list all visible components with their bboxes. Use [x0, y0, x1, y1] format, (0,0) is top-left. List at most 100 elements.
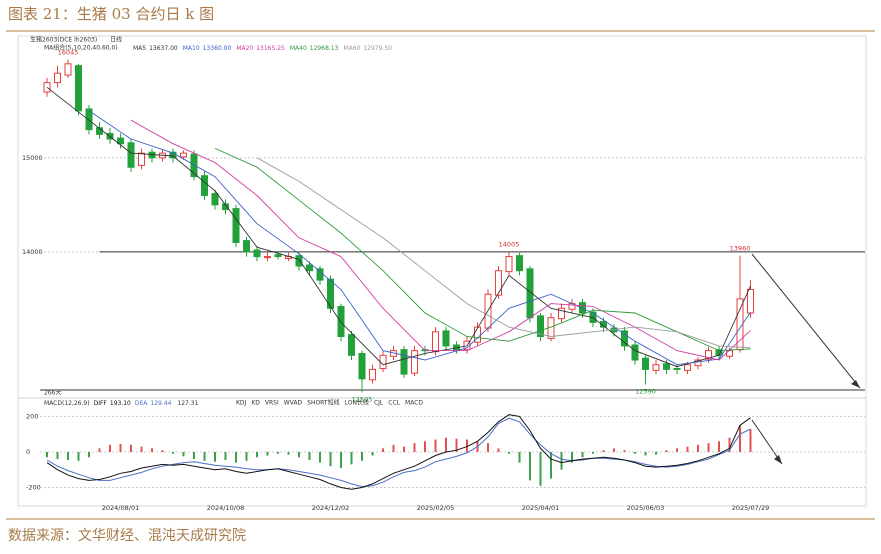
macd-bar	[319, 451, 321, 463]
candle-body	[726, 350, 733, 357]
macd-bar	[109, 444, 111, 452]
macd-bar	[571, 451, 573, 463]
x-tick-label: 2025/07/29	[732, 504, 769, 512]
candle-body	[684, 364, 691, 371]
x-tick-label: 2025/04/01	[522, 504, 559, 512]
symbol: 生猪2603(DCE lh2603)	[30, 36, 97, 44]
macd-value: 127.31	[177, 400, 198, 407]
indicator-tab: KDJ	[236, 400, 247, 407]
candle-body	[673, 367, 681, 370]
candle-body	[201, 175, 208, 196]
macd-bar	[445, 437, 447, 452]
annotation: 12590	[635, 387, 656, 395]
legend-entry: MA5 13637.00	[133, 45, 178, 52]
macd-bar	[728, 437, 731, 452]
candle-body	[442, 330, 450, 347]
arrow-head	[851, 380, 860, 388]
macd-bar	[140, 446, 143, 452]
candle-body	[348, 334, 355, 356]
macd-bar	[266, 451, 269, 456]
x-tick-label: 2024/12/02	[312, 504, 349, 512]
macd-bar	[739, 425, 741, 452]
candle-body	[222, 203, 229, 211]
ma-line	[46, 86, 751, 368]
period: 日线	[110, 36, 122, 44]
macd-bar	[634, 451, 636, 454]
candle-body	[400, 349, 408, 375]
macd-bar	[67, 451, 69, 460]
macd-bar	[581, 451, 584, 458]
legend-name: MA40	[290, 45, 307, 52]
ma-line	[214, 147, 751, 352]
macd-bar	[224, 451, 227, 460]
legend-name: MA20	[236, 45, 253, 52]
macd-bar	[497, 448, 500, 452]
ma-line	[88, 110, 751, 366]
macd-bar	[487, 443, 489, 452]
macd-bar	[529, 451, 531, 481]
candle-body	[642, 357, 649, 370]
legend-value: 13360.00	[203, 45, 232, 52]
candle-body	[274, 254, 282, 258]
macd-bar	[287, 451, 290, 455]
macd-bar	[676, 448, 678, 452]
indicator-tab: VRSI	[265, 400, 279, 407]
diff-name: DIFF	[94, 400, 108, 407]
candle-body	[369, 368, 376, 381]
candle-body	[264, 256, 271, 259]
macd-bar	[749, 429, 752, 452]
macd-bar	[613, 448, 615, 452]
macd-bar	[193, 451, 195, 460]
ma-legend-title: MA组合(5,10,20,40,60,0)	[44, 44, 118, 52]
legend-entry: MA20 13165.25	[236, 45, 285, 52]
candle-body	[516, 255, 523, 272]
x-tick-label: 2024/10/08	[207, 504, 244, 512]
y-tick-label: 0	[26, 448, 30, 456]
candle-body	[505, 256, 513, 273]
candle-body	[306, 264, 313, 272]
annotation: 16045	[58, 49, 79, 57]
candle-body	[253, 249, 261, 258]
candle-body	[232, 208, 240, 243]
annotation: 14005	[499, 240, 520, 248]
macd-bar	[350, 451, 353, 465]
macd-bar	[361, 451, 363, 461]
macd-bar	[245, 451, 248, 461]
macd-bar	[508, 451, 510, 454]
macd-bar	[392, 444, 395, 452]
macd-bar	[46, 451, 48, 458]
candle-body	[337, 305, 345, 338]
diff-line	[46, 414, 751, 490]
macd-bar	[697, 444, 699, 452]
macd-bar	[340, 451, 342, 468]
indicator-tab: LON长线	[345, 399, 369, 407]
annotation: 12505	[352, 395, 373, 403]
macd-bar	[172, 451, 174, 454]
candle-body	[495, 270, 502, 296]
legend-value: 12979.50	[363, 45, 392, 52]
macd-bar	[434, 439, 437, 452]
candle-body	[327, 278, 334, 309]
legend-entry: MA10 13360.00	[183, 45, 232, 52]
macd-bar	[56, 451, 59, 460]
legend-name: MA60	[343, 45, 360, 52]
macd-title: MACD(12,26,9)	[44, 400, 90, 407]
candle-body	[652, 364, 660, 371]
macd-bar	[371, 451, 374, 456]
macd-bar	[686, 446, 689, 452]
candle-body	[127, 142, 135, 168]
macd-legend: MACD(12,26,9) DIFF 193.10 DEA 129.44 127.31	[44, 400, 199, 407]
x-tick-label: 2024/08/01	[102, 504, 139, 512]
macd-bar	[644, 451, 647, 456]
macd-bar	[413, 443, 416, 452]
ma-line	[256, 157, 751, 349]
candle-body	[663, 363, 670, 370]
indicator-tab: KD	[251, 400, 260, 407]
macd-bar	[665, 450, 668, 452]
macd-bar	[214, 451, 216, 462]
candle-body	[85, 108, 93, 131]
y-tick-label: 14000	[22, 248, 43, 256]
candle-body	[295, 255, 303, 267]
dea-line	[46, 417, 751, 488]
